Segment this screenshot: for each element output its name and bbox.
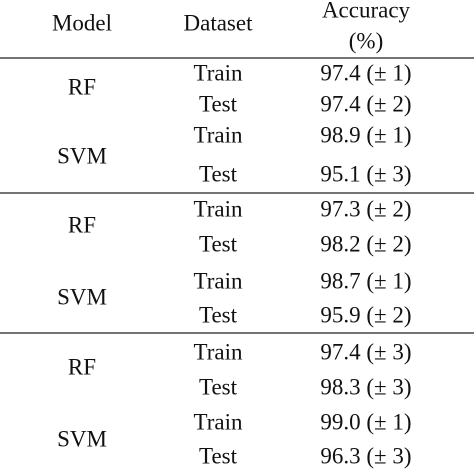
model-name: SVM: [57, 426, 107, 451]
accuracy-cell: 96.3 (± 3): [320, 443, 411, 468]
dataset-cell: Test: [199, 443, 238, 468]
model-name: RF: [68, 212, 96, 237]
dataset-cell: Test: [199, 302, 238, 327]
accuracy-cell: 98.3 (± 3): [320, 374, 411, 399]
dataset-cell: Train: [194, 268, 243, 293]
dataset-cell: Train: [194, 60, 243, 85]
model-name: SVM: [57, 284, 107, 309]
dataset-cell: Test: [199, 91, 238, 116]
accuracy-cell: 98.7 (± 1): [320, 268, 411, 293]
header-accuracy-unit: (%): [349, 28, 383, 53]
dataset-cell: Test: [199, 161, 238, 186]
model-name: RF: [68, 354, 96, 379]
model-name: SVM: [57, 143, 107, 168]
accuracy-cell: 97.4 (± 3): [320, 339, 411, 364]
accuracy-cell: 97.4 (± 2): [320, 91, 411, 116]
accuracy-cell: 95.1 (± 3): [320, 161, 411, 186]
accuracy-cell: 95.9 (± 2): [320, 302, 411, 327]
accuracy-cell: 98.2 (± 2): [320, 231, 411, 256]
dataset-cell: Test: [199, 231, 238, 256]
header-dataset: Dataset: [184, 10, 254, 35]
header-accuracy: Accuracy: [322, 0, 411, 22]
accuracy-cell: 99.0 (± 1): [320, 409, 411, 434]
header-model: Model: [52, 10, 112, 35]
dataset-cell: Train: [194, 122, 243, 147]
dataset-cell: Train: [194, 339, 243, 364]
accuracy-cell: 98.9 (± 1): [320, 122, 411, 147]
accuracy-cell: 97.4 (± 1): [320, 60, 411, 85]
accuracy-cell: 97.3 (± 2): [320, 196, 411, 221]
dataset-cell: Train: [194, 409, 243, 434]
dataset-cell: Test: [199, 374, 238, 399]
model-name: RF: [68, 74, 96, 99]
dataset-cell: Train: [194, 196, 243, 221]
